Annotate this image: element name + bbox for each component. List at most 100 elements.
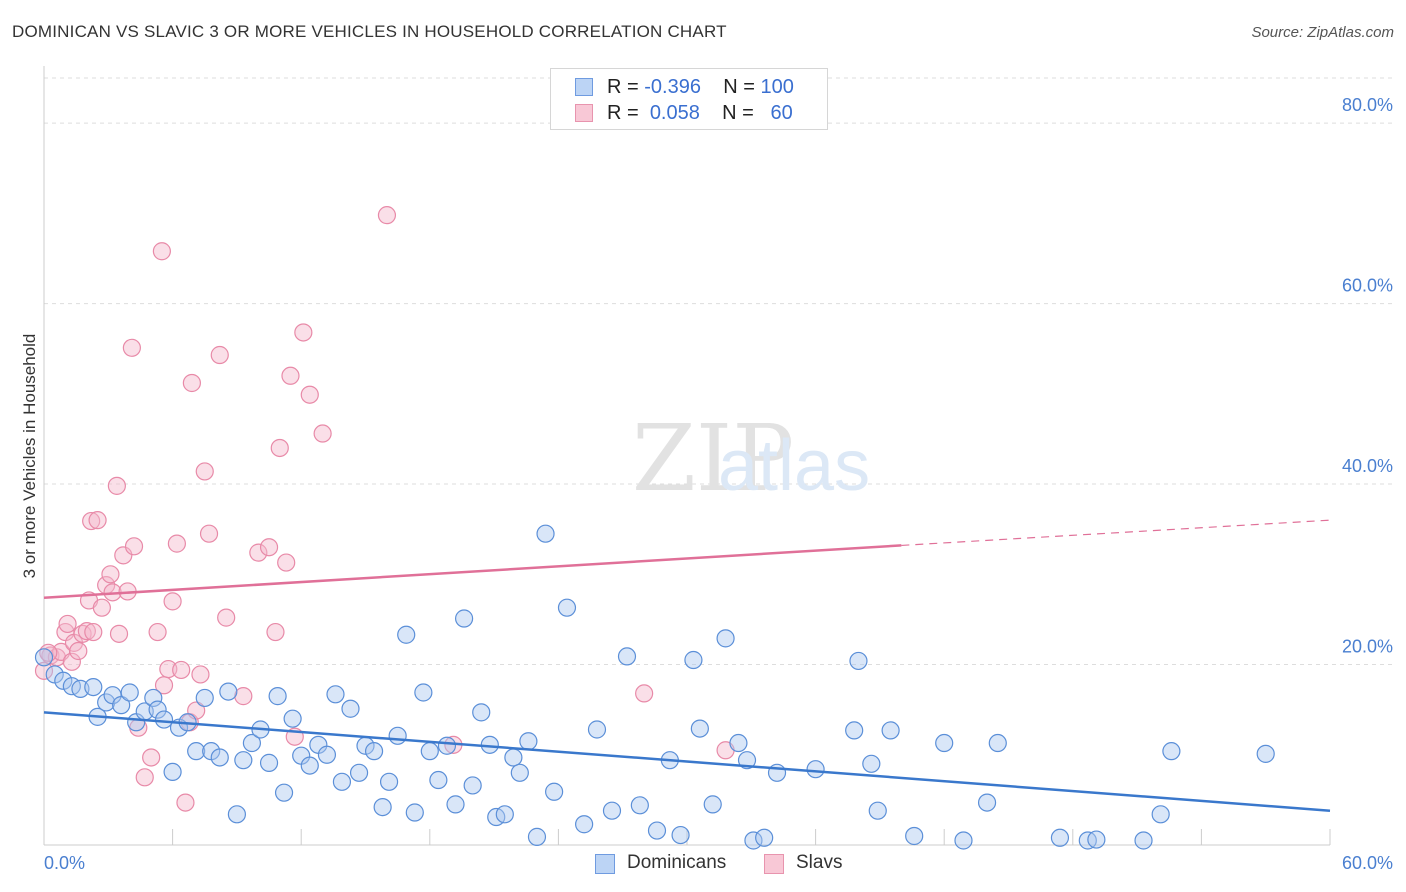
slavs-point [249, 543, 268, 562]
slavs-point [92, 598, 111, 617]
slavs-point [635, 684, 654, 703]
slavs-trend-line [43, 544, 902, 600]
dominicans-point [519, 732, 538, 751]
slavs-point [34, 661, 54, 680]
dominicans-point [862, 754, 881, 773]
y-tick-label: 20.0% [1342, 637, 1393, 657]
dominicans-point [647, 821, 667, 840]
slavs-point [101, 565, 120, 584]
dominicans-point [120, 683, 139, 702]
legend-text: R = -0.396 N = 100 [607, 76, 794, 99]
trend-lines [43, 519, 1331, 812]
legend-swatch-dominicans [575, 78, 593, 96]
series-legend-label: Dominicans [627, 852, 727, 873]
slavs-point [167, 534, 186, 553]
dominicans-point [397, 625, 416, 644]
dominicans-point [737, 751, 757, 770]
dominicans-point [446, 795, 465, 814]
dominicans-point [690, 719, 709, 738]
dominicans-point [300, 756, 319, 775]
slavs-point [148, 622, 167, 642]
slavs-point [172, 660, 191, 680]
axes [43, 66, 1331, 846]
dominicans-point [868, 801, 887, 820]
series-legend: Dominicans Slavs [0, 852, 1406, 878]
dominicans-point [905, 826, 924, 846]
dominicans-point [364, 742, 384, 761]
x-tick-label-min: 0.0% [44, 853, 85, 873]
dominicans-point [977, 793, 997, 812]
legend-swatch-slavs [764, 854, 784, 874]
slavs-point [277, 553, 296, 572]
dominicans-point [510, 763, 529, 782]
dominicans-point [988, 733, 1007, 753]
dominicans-point [154, 710, 174, 729]
legend-n-label: N = [722, 102, 754, 124]
dominicans-point [744, 831, 763, 850]
slavs-point [41, 646, 60, 665]
dominicans-point [144, 688, 163, 708]
slavs-point [234, 687, 253, 706]
slavs-point [142, 748, 161, 767]
dominicans-point [881, 721, 900, 740]
dominicans-point [34, 648, 54, 667]
watermark-atlas: atlas [718, 426, 870, 506]
watermark-zip: ZIP [632, 405, 794, 512]
dominicans-point [1087, 830, 1106, 849]
dominicans-point [845, 721, 864, 740]
dominicans-point [472, 703, 491, 722]
slavs-point [377, 206, 397, 225]
series-slavs-points [34, 206, 735, 812]
slavs-point [313, 424, 332, 443]
dominicans-point [332, 772, 352, 791]
slavs-point [109, 624, 129, 643]
slavs-point [300, 385, 319, 404]
slavs-point [294, 323, 313, 342]
dominicans-point [187, 742, 206, 761]
slavs-trend-extension [901, 519, 1331, 547]
stats-legend: R = -0.396 N = 100 R = 0.058 N = 60 [550, 68, 828, 130]
chart-title: DOMINICAN VS SLAVIC 3 OR MORE VEHICLES I… [12, 22, 727, 41]
legend-swatch-dominicans [595, 854, 615, 874]
dominicans-point [504, 748, 523, 767]
slavs-point [182, 373, 201, 393]
dominicans-point [684, 650, 703, 670]
dominicans-point [259, 753, 279, 772]
dominicans-point [317, 745, 337, 764]
dominicans-point [405, 803, 424, 822]
slavs-point [191, 665, 210, 684]
dominicans-point [527, 827, 547, 846]
slavs-point [159, 659, 178, 679]
slavs-point [266, 622, 285, 642]
slavs-point [82, 511, 101, 531]
slavs-point [84, 622, 103, 642]
dominicans-point [557, 598, 577, 617]
slavs-point [199, 524, 219, 543]
dominicans-point [536, 524, 555, 543]
series-legend-label: Slavs [796, 852, 843, 873]
dominicans-point [703, 795, 722, 814]
dominicans-point [379, 772, 399, 791]
y-tick-label: 80.0% [1342, 95, 1393, 115]
legend-r-label: R = [607, 76, 639, 98]
dominicans-point [437, 736, 457, 755]
dominicans-point [849, 651, 868, 671]
slavs-point [259, 538, 279, 557]
slavs-point [124, 537, 144, 556]
slavs-point [107, 476, 126, 495]
dominicans-point [97, 693, 116, 712]
legend-n-label: N = [723, 76, 755, 98]
dominicans-point [388, 726, 407, 745]
series-dominicans-points [34, 524, 1275, 850]
dominicans-point [420, 742, 439, 761]
slavs-point [77, 622, 96, 641]
dominicans-point [1162, 742, 1181, 761]
slavs-point [88, 511, 107, 530]
dominicans-point [1151, 805, 1170, 824]
dominicans-point [729, 733, 748, 753]
legend-text: R = 0.058 N = 60 [607, 102, 793, 125]
dominicans-point [414, 683, 433, 702]
grid-lines [44, 77, 1392, 666]
dominicans-point [54, 671, 73, 690]
